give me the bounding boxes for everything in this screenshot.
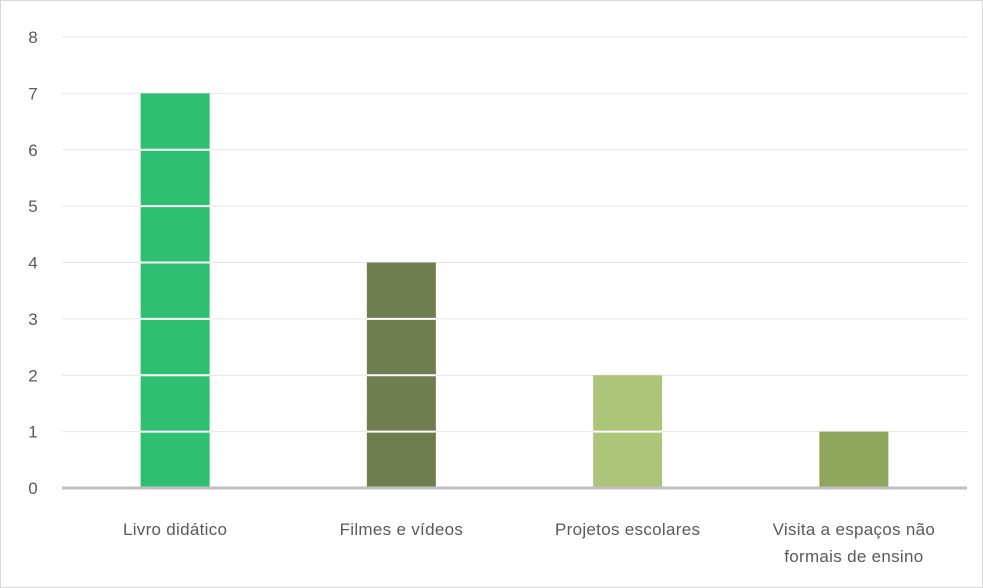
gridlines <box>62 36 967 433</box>
y-tick-7: 7 <box>28 84 37 103</box>
y-tick-4: 4 <box>28 254 37 273</box>
y-tick-6: 6 <box>28 141 37 160</box>
y-tick-8: 8 <box>28 28 37 47</box>
y-tick-labels: 0 1 2 3 4 5 6 7 8 <box>28 28 37 498</box>
bar-segment-lines <box>140 148 663 433</box>
x-tick-label-3: Projetos escolares <box>555 520 700 539</box>
y-tick-1: 1 <box>28 423 37 442</box>
x-tick-labels: Livro didático Filmes e vídeos Projetos es… <box>123 520 935 566</box>
bar-1 <box>140 93 210 488</box>
y-tick-2: 2 <box>28 366 37 385</box>
bar-4 <box>819 431 889 488</box>
x-tick-label-2: Filmes e vídeos <box>340 520 464 539</box>
y-tick-5: 5 <box>28 197 37 216</box>
y-tick-3: 3 <box>28 310 37 329</box>
bars <box>140 93 889 488</box>
x-tick-label-4: Visita a espaços não formais de ensino <box>773 520 936 566</box>
y-tick-0: 0 <box>28 479 37 498</box>
x-tick-label-1: Livro didático <box>123 520 227 539</box>
